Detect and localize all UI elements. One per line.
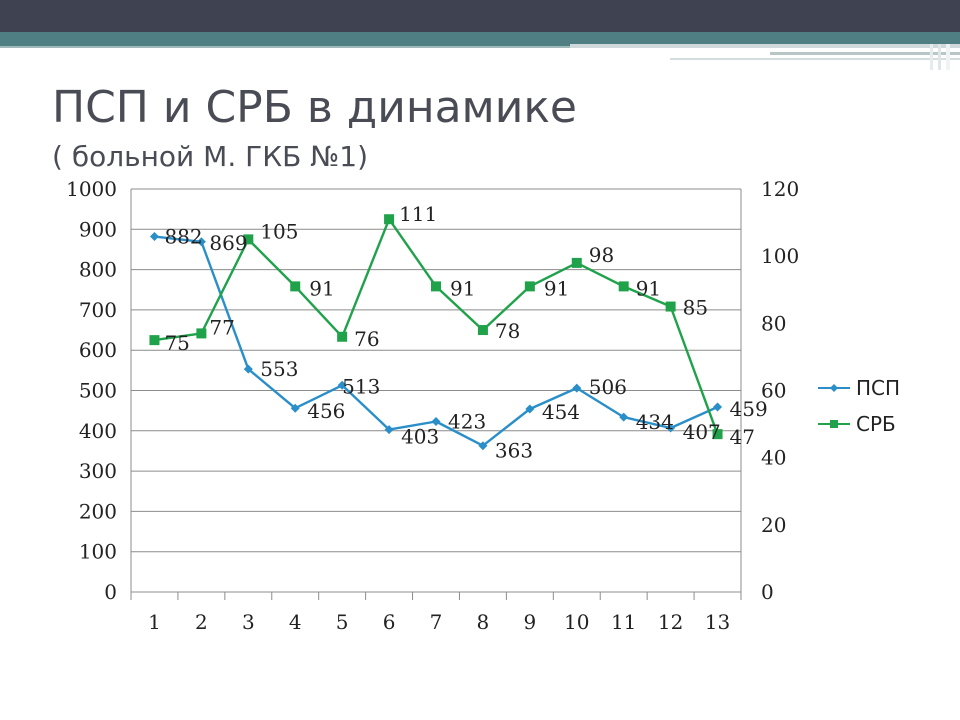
slide-subtitle: ( больной М. ГКБ №1)	[52, 140, 369, 173]
data-label-psp: 513	[342, 374, 380, 398]
data-label-srb: 75	[164, 331, 189, 355]
y-tick-label-right: 0	[761, 580, 774, 604]
y-tick-label-right: 60	[761, 379, 786, 403]
series-line-psp	[154, 235, 718, 447]
data-point-psp	[290, 403, 300, 413]
x-tick-label: 12	[658, 610, 683, 634]
data-label-psp: 434	[636, 410, 674, 434]
data-label-psp: 454	[542, 400, 580, 424]
data-label-psp: 403	[401, 425, 439, 449]
data-point-psp	[196, 237, 206, 247]
y-tick-label-left: 600	[79, 338, 117, 362]
series	[149, 214, 723, 451]
data-label-psp: 459	[730, 397, 768, 421]
data-label-srb: 91	[450, 276, 475, 300]
y-tick-label-left: 900	[79, 217, 117, 241]
x-tick-label: 7	[430, 610, 443, 634]
data-point-psp	[337, 380, 347, 390]
data-point-srb	[337, 331, 348, 342]
data-point-srb	[384, 214, 395, 225]
legend-marker-srb	[830, 420, 838, 428]
data-point-srb	[290, 281, 301, 292]
x-tick-label: 10	[564, 610, 589, 634]
data-label-srb: 77	[209, 315, 234, 339]
data-label-srb: 91	[636, 276, 661, 300]
y-tick-label-left: 500	[79, 379, 117, 403]
y-tick-label-right: 20	[761, 513, 786, 537]
data-point-psp	[525, 404, 535, 414]
x-tick-label: 8	[477, 610, 490, 634]
data-label-psp: 506	[589, 375, 627, 399]
data-label-psp: 363	[495, 439, 533, 463]
header-decoration	[570, 44, 960, 70]
data-point-psp	[619, 412, 629, 422]
x-tick-label: 6	[383, 610, 396, 634]
data-label-psp: 423	[448, 410, 486, 434]
x-tick-label: 11	[611, 610, 636, 634]
data-label-srb: 105	[260, 219, 298, 243]
data-point-psp	[384, 425, 394, 435]
data-point-srb	[431, 281, 441, 292]
data-point-srb	[571, 257, 582, 268]
data-point-psp	[149, 232, 159, 242]
y-tick-label-left: 0	[104, 580, 117, 604]
data-point-psp	[478, 441, 488, 451]
data-point-psp	[713, 402, 723, 412]
data-point-psp	[666, 423, 676, 433]
data-label-psp: 407	[683, 420, 721, 444]
x-tick-label: 5	[336, 610, 349, 634]
data-label-srb: 78	[495, 319, 520, 343]
x-tick-label: 2	[195, 610, 208, 634]
data-label-psp: 882	[164, 225, 202, 249]
y-tick-label-right: 80	[761, 311, 786, 335]
legend-marker-psp	[830, 384, 838, 392]
x-tick-label: 9	[523, 610, 536, 634]
data-label-psp: 456	[307, 399, 345, 423]
data-label-srb: 98	[589, 243, 614, 267]
header-teal-band	[0, 32, 960, 46]
legend: ПСП СРБ	[818, 376, 900, 436]
y-tick-label-left: 700	[79, 298, 117, 322]
y-tick-label-left: 100	[79, 540, 117, 564]
data-label-psp: 553	[260, 357, 298, 381]
slide-title: ПСП и СРБ в динамике	[52, 82, 577, 133]
data-label-srb: 47	[730, 425, 755, 449]
data-label-srb: 111	[399, 202, 437, 226]
x-tick-label: 3	[242, 610, 255, 634]
y-tick-label-left: 800	[79, 258, 117, 282]
data-label-psp: 869	[209, 231, 247, 255]
legend-label-psp: ПСП	[856, 376, 900, 400]
data-point-psp	[431, 417, 441, 427]
y-tick-label-left: 200	[79, 499, 117, 523]
x-tick-label: 1	[148, 610, 161, 634]
data-label-srb: 91	[544, 276, 569, 300]
legend-label-srb: СРБ	[856, 412, 896, 436]
axes: 0100200300400500600700800900100002040608…	[66, 177, 799, 634]
y-tick-label-left: 300	[79, 459, 117, 483]
data-point-srb	[196, 328, 207, 339]
x-tick-label: 13	[705, 610, 730, 634]
data-label-srb: 85	[683, 296, 708, 320]
data-label-srb: 76	[354, 327, 379, 351]
y-tick-label-left: 1000	[66, 177, 117, 201]
x-tick-label: 4	[289, 610, 302, 634]
data-point-psp	[243, 364, 253, 374]
data-point-srb	[665, 301, 676, 312]
y-tick-label-right: 40	[761, 446, 786, 470]
data-label-srb: 91	[309, 276, 334, 300]
y-tick-label-right: 120	[761, 177, 799, 201]
data-point-srb	[712, 429, 723, 440]
header-accent-line	[0, 46, 570, 48]
header-dark-bar	[0, 0, 960, 32]
data-point-srb	[477, 325, 488, 336]
data-point-psp	[572, 383, 582, 393]
data-point-srb	[524, 281, 535, 292]
data-point-srb	[149, 335, 160, 346]
data-point-srb	[618, 281, 629, 292]
y-tick-label-left: 400	[79, 419, 117, 443]
y-tick-label-right: 100	[761, 244, 799, 268]
data-point-srb	[243, 234, 254, 245]
